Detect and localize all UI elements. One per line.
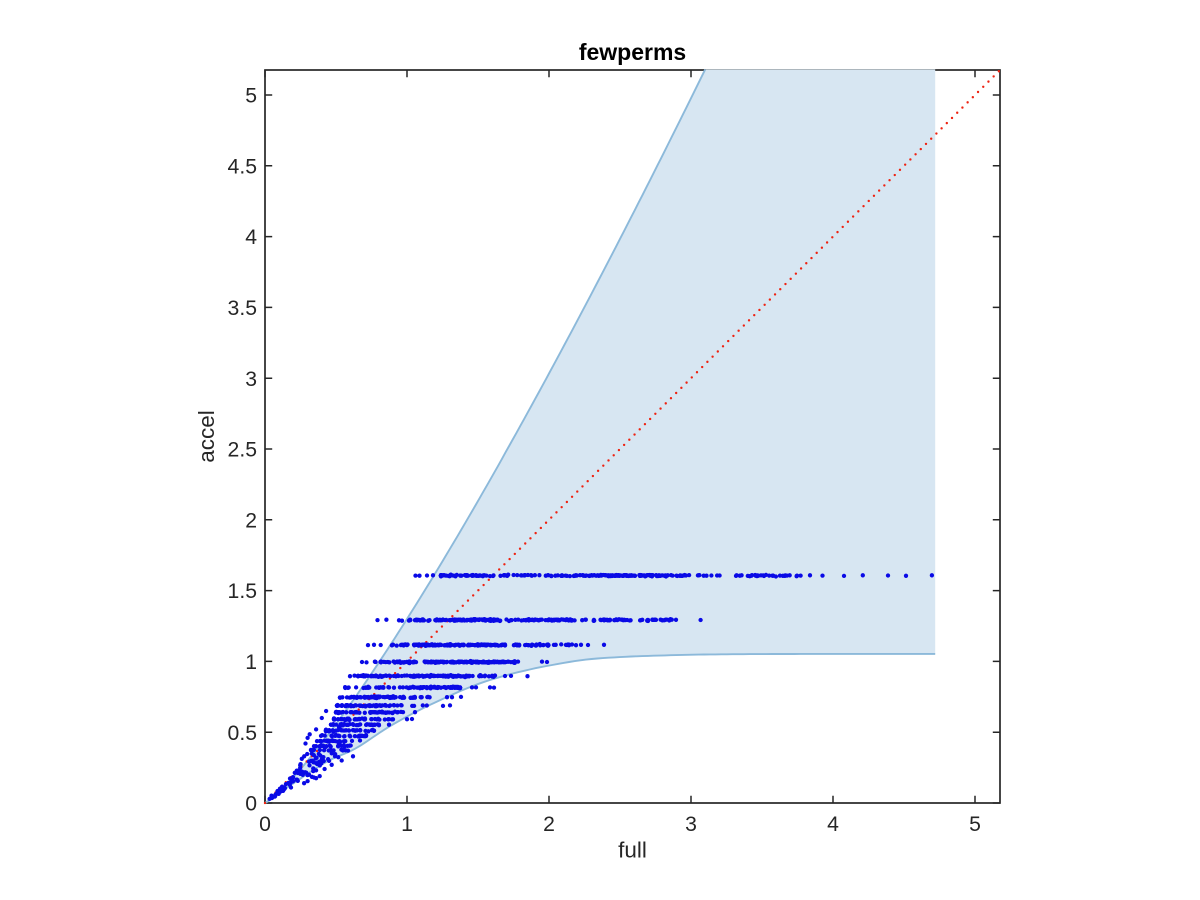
svg-text:3: 3 — [245, 368, 257, 391]
svg-text:0: 0 — [245, 793, 257, 816]
svg-text:1: 1 — [401, 813, 413, 836]
svg-text:fewperms: fewperms — [579, 39, 686, 65]
svg-text:2: 2 — [543, 813, 555, 836]
svg-text:full: full — [618, 838, 647, 863]
svg-text:5: 5 — [245, 85, 257, 108]
svg-text:1: 1 — [245, 651, 257, 674]
svg-text:4: 4 — [245, 226, 257, 249]
svg-text:2.5: 2.5 — [228, 439, 257, 462]
svg-text:0: 0 — [259, 813, 271, 836]
svg-text:4: 4 — [827, 813, 839, 836]
svg-text:2: 2 — [245, 509, 257, 532]
svg-text:4.5: 4.5 — [228, 155, 257, 178]
svg-text:0.5: 0.5 — [228, 722, 257, 745]
svg-text:3: 3 — [685, 813, 697, 836]
svg-text:5: 5 — [969, 813, 981, 836]
svg-text:1.5: 1.5 — [228, 580, 257, 603]
svg-text:3.5: 3.5 — [228, 297, 257, 320]
svg-text:accel: accel — [194, 410, 219, 463]
